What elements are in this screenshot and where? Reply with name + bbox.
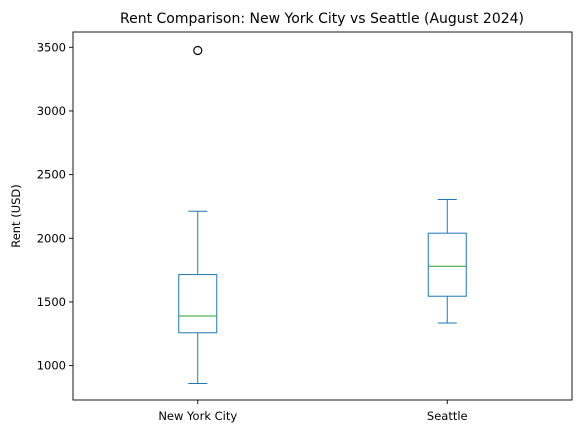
y-axis-label: Rent (USD) (9, 184, 23, 248)
box-iqr (427, 232, 467, 297)
x-tick-label: New York City (158, 409, 237, 423)
y-tick-label: 1500 (37, 295, 66, 309)
outlier-point (193, 45, 203, 56)
y-tick-label: 2000 (37, 231, 66, 245)
plot-frame (72, 31, 573, 401)
plot-area: 1000 1500 2000 2500 3000 3500 New York City Sea… (37, 31, 573, 423)
y-tick-label: 2500 (37, 168, 66, 182)
y-tick-label: 3000 (37, 104, 66, 118)
box-iqr (178, 274, 218, 334)
x-tick-label: Seattle (427, 409, 468, 423)
y-tick-label: 1000 (37, 359, 66, 373)
y-tick-label: 3500 (37, 40, 66, 54)
chart-title: Rent Comparison: New York City vs Seattl… (120, 11, 524, 27)
